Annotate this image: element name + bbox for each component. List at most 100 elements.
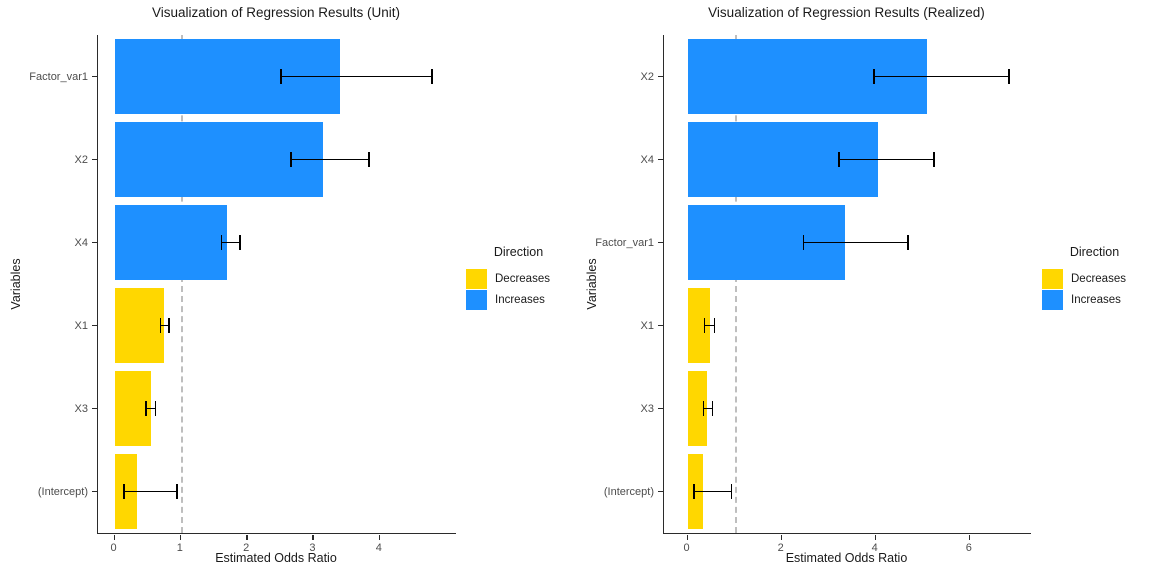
x-tick-mark — [312, 534, 314, 540]
y-tick-mark — [92, 241, 97, 244]
legend: Direction Decreases Increases — [466, 245, 571, 310]
x-tick-label: 3 — [309, 542, 316, 554]
reference-line — [180, 35, 183, 533]
x-axis-title: Estimated Odds Ratio — [215, 551, 337, 565]
y-tick-mark — [658, 407, 663, 410]
y-tick-label-factor_var1: Factor_var1 — [595, 236, 654, 249]
ci-whisker — [838, 158, 935, 161]
ci-whisker — [159, 324, 170, 327]
ci-cap-low — [702, 401, 705, 416]
reference-line — [734, 35, 737, 533]
y-tick-label-x4: X4 — [74, 236, 88, 249]
legend-swatch-increases — [466, 289, 487, 310]
ci-cap-low — [873, 69, 875, 84]
ci-cap-high — [730, 484, 733, 499]
ci-cap-low — [802, 235, 805, 250]
x-tick-mark — [113, 534, 116, 540]
y-axis-title: Variables — [9, 258, 23, 310]
x-tick-mark — [968, 534, 971, 540]
legend-label-decreases: Decreases — [1071, 272, 1126, 285]
chart-unit: Visualization of Regression Results (Uni… — [9, 5, 571, 565]
x-tick-mark — [246, 534, 248, 540]
chart-title: Visualization of Regression Results (Uni… — [151, 5, 401, 20]
legend: Direction Decreases Increases — [1042, 245, 1147, 310]
ci-whisker — [280, 75, 433, 78]
y-tick-mark — [92, 407, 97, 410]
y-axis-title: Variables — [585, 258, 599, 310]
x-tick-mark — [780, 534, 783, 540]
legend-item-decreases: Decreases — [466, 268, 571, 289]
ci-cap-high — [711, 401, 714, 416]
legend-title: Direction — [493, 245, 544, 259]
y-tick-mark — [92, 324, 97, 327]
ci-whisker — [703, 324, 716, 327]
x-tick-label: 4 — [375, 542, 382, 554]
x-tick-label: 2 — [777, 542, 784, 554]
legend-swatch-decreases — [1042, 268, 1063, 289]
chart-realized: Visualization of Regression Results (Rea… — [576, 0, 1152, 576]
ci-cap-low — [220, 235, 223, 250]
legend-swatch-decreases — [466, 268, 487, 289]
y-tick-mark — [658, 324, 663, 327]
bar-x1 — [687, 288, 710, 363]
y-tick-mark — [658, 158, 663, 161]
legend-label-increases: Increases — [495, 293, 545, 306]
y-tick-label-x2: X2 — [74, 153, 88, 166]
x-tick-label: 1 — [176, 542, 183, 554]
ci-cap-high — [239, 235, 241, 250]
ci-whisker — [145, 407, 157, 410]
x-tick-mark — [686, 534, 689, 540]
ci-whisker — [220, 241, 241, 244]
y-tick-mark — [658, 75, 663, 78]
bar-x2 — [114, 122, 324, 197]
plot-panel — [663, 35, 1031, 534]
legend-item-decreases: Decreases — [1042, 268, 1147, 289]
y-tick-label-factor_var1: Factor_var1 — [29, 70, 88, 83]
legend-swatch-increases — [1042, 289, 1063, 310]
y-tick-label-x1: X1 — [640, 319, 654, 332]
x-tick-mark — [179, 534, 182, 540]
ci-cap-high — [168, 318, 170, 333]
y-tick-label-x1: X1 — [74, 319, 88, 332]
ci-cap-low — [838, 152, 840, 167]
plot-panel — [97, 35, 456, 534]
x-tick-label: 6 — [965, 542, 972, 554]
ci-cap-high — [713, 318, 716, 333]
legend-items: Decreases Increases — [466, 268, 571, 310]
ci-cap-low — [693, 484, 695, 499]
legend-label-increases: Increases — [1071, 293, 1121, 306]
y-tick-label-intercept: (Intercept) — [603, 485, 654, 498]
legend-title: Direction — [1069, 245, 1120, 259]
ci-cap-high — [907, 235, 909, 250]
ci-cap-low — [145, 401, 147, 416]
y-tick-mark — [92, 75, 97, 78]
ci-cap-high — [1008, 69, 1010, 84]
bar-x1 — [114, 288, 165, 363]
x-axis-title: Estimated Odds Ratio — [785, 551, 908, 565]
y-tick-mark — [658, 241, 663, 244]
x-tick-label: 4 — [871, 542, 878, 554]
ci-cap-high — [368, 152, 370, 167]
legend-item-increases: Increases — [466, 289, 571, 310]
ci-cap-high — [933, 152, 935, 167]
ci-whisker — [693, 490, 733, 493]
ci-cap-high — [154, 401, 157, 416]
y-tick-label-x3: X3 — [74, 402, 88, 415]
legend-items: Decreases Increases — [1042, 268, 1147, 310]
ci-whisker — [702, 407, 714, 410]
y-tick-mark — [92, 158, 97, 161]
ci-cap-low — [280, 69, 282, 84]
bar-x3 — [114, 371, 152, 446]
legend-item-increases: Increases — [1042, 289, 1147, 310]
ci-cap-low — [123, 484, 125, 499]
bar-x3 — [687, 371, 708, 446]
y-tick-label-intercept: (Intercept) — [37, 485, 88, 498]
x-tick-label: 0 — [683, 542, 690, 554]
ci-cap-high — [431, 69, 433, 84]
bar-x4 — [114, 205, 228, 280]
y-tick-label-x2: X2 — [640, 70, 654, 83]
x-tick-mark — [378, 534, 381, 540]
y-tick-mark — [658, 490, 663, 493]
chart-title: Visualization of Regression Results (Rea… — [708, 5, 985, 20]
x-tick-mark — [874, 534, 877, 540]
